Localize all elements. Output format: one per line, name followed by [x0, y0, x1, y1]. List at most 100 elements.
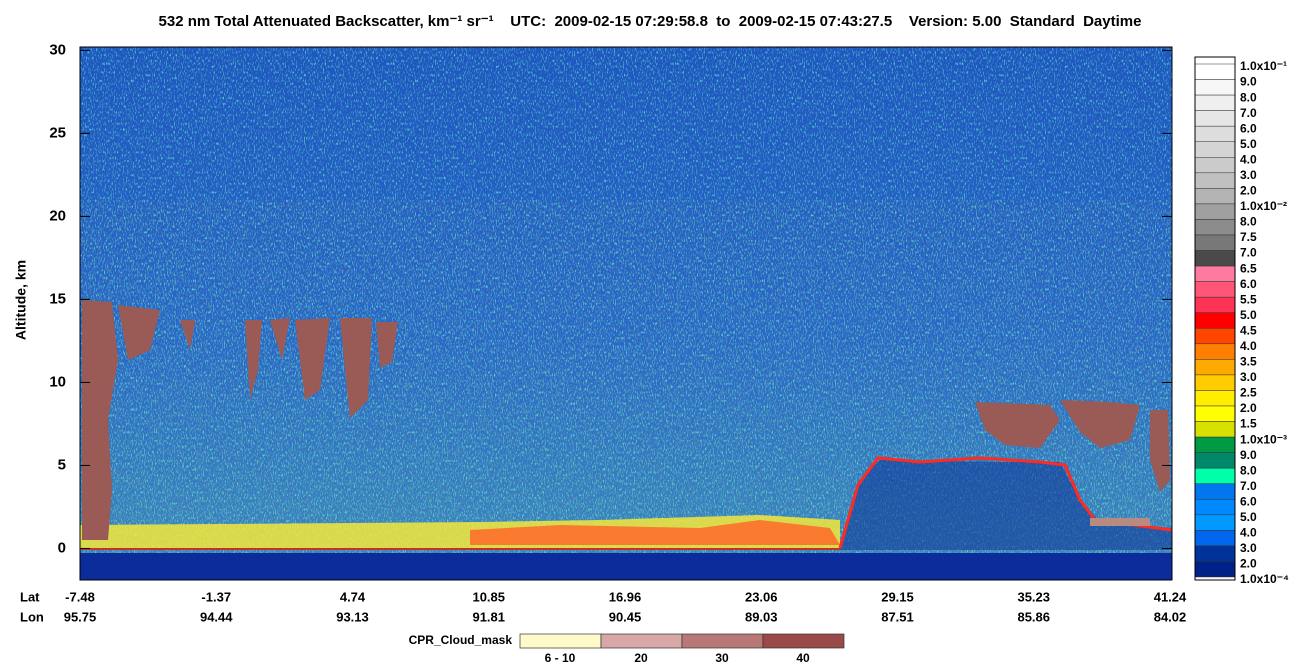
cloud-mask-swatch [600, 633, 683, 649]
colorbar-label: 8.0 [1240, 215, 1257, 229]
x-tick-label: 41.24 [1154, 589, 1187, 604]
colorbar-swatch [1194, 172, 1236, 189]
cloud [1150, 410, 1170, 492]
colorbar-label: 5.0 [1240, 308, 1257, 322]
cloud [975, 402, 1060, 448]
colorbar-label: 7.5 [1240, 230, 1257, 244]
cloud [376, 322, 398, 368]
colorbar-label: 6.0 [1240, 277, 1257, 291]
y-tick-label: 25 [49, 124, 66, 141]
colorbar-label: 1.0x10⁻⁴ [1240, 572, 1289, 586]
colorbar-swatch [1194, 110, 1236, 127]
y-tick-label: 15 [49, 290, 66, 307]
colorbar-label: 9.0 [1240, 75, 1257, 89]
cloud [118, 305, 160, 360]
colorbar-label: 5.5 [1240, 292, 1257, 306]
cloud [82, 300, 118, 540]
colorbar-swatch [1194, 374, 1236, 391]
colorbar-label: 8.0 [1240, 90, 1257, 104]
cloud-mask-label: 40 [796, 651, 810, 665]
colorbar-swatch [1194, 514, 1236, 531]
colorbar-label: 3.5 [1240, 355, 1257, 369]
x-tick-label: 95.75 [64, 609, 97, 624]
colorbar-label: 6.5 [1240, 261, 1257, 275]
y-tick-label: 30 [49, 41, 66, 58]
cloud-mask-legend: CPR_Cloud_mask 6 - 10 20 30 40 [409, 633, 845, 665]
colorbar-swatch [1194, 141, 1236, 158]
cloud-mask-swatch [519, 633, 602, 649]
colorbar-swatch [1194, 125, 1236, 142]
plot-frame [79, 46, 1173, 581]
cloud-mask-swatch [681, 633, 764, 649]
x-tick-label: 4.74 [340, 589, 366, 604]
colorbar-label: 1.0x10⁻² [1240, 199, 1287, 213]
colorbar-label: 2.0 [1240, 184, 1257, 198]
colorbar-swatch [1194, 359, 1236, 376]
colorbar-swatch [1194, 219, 1236, 236]
colorbar-swatch [1194, 188, 1236, 205]
colorbar-swatch [1194, 545, 1236, 562]
colorbar-swatch [1194, 328, 1236, 345]
colorbar-label: 4.0 [1240, 526, 1257, 540]
cloud-mask-label: 6 - 10 [545, 651, 576, 665]
x-tick-label: 29.15 [881, 589, 914, 604]
colorbar-frame [1194, 56, 1236, 581]
y-tick-label: 10 [49, 373, 66, 390]
x-tick-label: 91.81 [472, 609, 505, 624]
colorbar-swatch [1194, 265, 1236, 282]
colorbar-swatch [1194, 281, 1236, 298]
cloud [180, 320, 195, 350]
colorbar-swatch [1194, 312, 1236, 329]
cloud-mask-swatch [762, 633, 845, 649]
x-tick-label: 93.13 [336, 609, 369, 624]
cloud [295, 318, 330, 400]
y-tick-label: 5 [58, 456, 66, 473]
x-tick-label: 84.02 [1154, 609, 1187, 624]
colorbar-swatch [1194, 63, 1236, 80]
x-tick-label: 85.86 [1017, 609, 1050, 624]
cloud [340, 318, 372, 418]
colorbar-label: 1.0x10⁻¹ [1240, 59, 1287, 73]
colorbar-swatch [1194, 483, 1236, 500]
x-tick-label: 23.06 [745, 589, 778, 604]
colorbar: 1.0x10⁻¹9.08.07.06.05.04.03.02.01.0x10⁻²… [1194, 56, 1289, 586]
x-tick-label: 35.23 [1017, 589, 1050, 604]
colorbar-swatch [1194, 530, 1236, 547]
colorbar-swatch [1194, 296, 1236, 313]
x-tick-label: 90.45 [609, 609, 642, 624]
colorbar-label: 3.0 [1240, 541, 1257, 555]
x-tick-label: 87.51 [881, 609, 914, 624]
x-row-name: Lat [20, 589, 40, 604]
y-tick-label: 20 [49, 207, 66, 224]
y-axis: 0 5 10 15 20 25 30 [49, 41, 1172, 556]
cloud-top [838, 456, 1173, 549]
colorbar-label: 6.0 [1240, 121, 1257, 135]
colorbar-swatch [1194, 436, 1236, 453]
cloud-mask-label: 20 [634, 651, 648, 665]
colorbar-swatch [1194, 79, 1236, 96]
colorbar-label: 7.0 [1240, 246, 1257, 260]
colorbar-label: 4.0 [1240, 152, 1257, 166]
colorbar-swatch [1194, 467, 1236, 484]
y-tick-label: 0 [58, 539, 66, 556]
colorbar-label: 7.0 [1240, 479, 1257, 493]
colorbar-swatch [1194, 157, 1236, 174]
aerosol-layer [470, 520, 840, 545]
colorbar-label: 3.0 [1240, 168, 1257, 182]
colorbar-label: 6.0 [1240, 494, 1257, 508]
colorbar-swatch [1194, 561, 1236, 578]
colorbar-label: 5.0 [1240, 137, 1257, 151]
colorbar-label: 1.0x10⁻³ [1240, 432, 1287, 446]
colorbar-label: 4.0 [1240, 339, 1257, 353]
colorbar-swatch [1194, 452, 1236, 469]
x-tick-label: 89.03 [745, 609, 778, 624]
cloud [245, 320, 262, 400]
x-tick-label: 94.44 [200, 609, 233, 624]
colorbar-label: 7.0 [1240, 106, 1257, 120]
surface [80, 553, 1172, 580]
colorbar-swatch [1194, 390, 1236, 407]
attenuated [840, 460, 1172, 550]
colorbar-swatch [1194, 250, 1236, 267]
x-axis: Lat -7.48 -1.37 4.74 10.85 16.96 23.06 29.15 35.… [20, 589, 1187, 624]
